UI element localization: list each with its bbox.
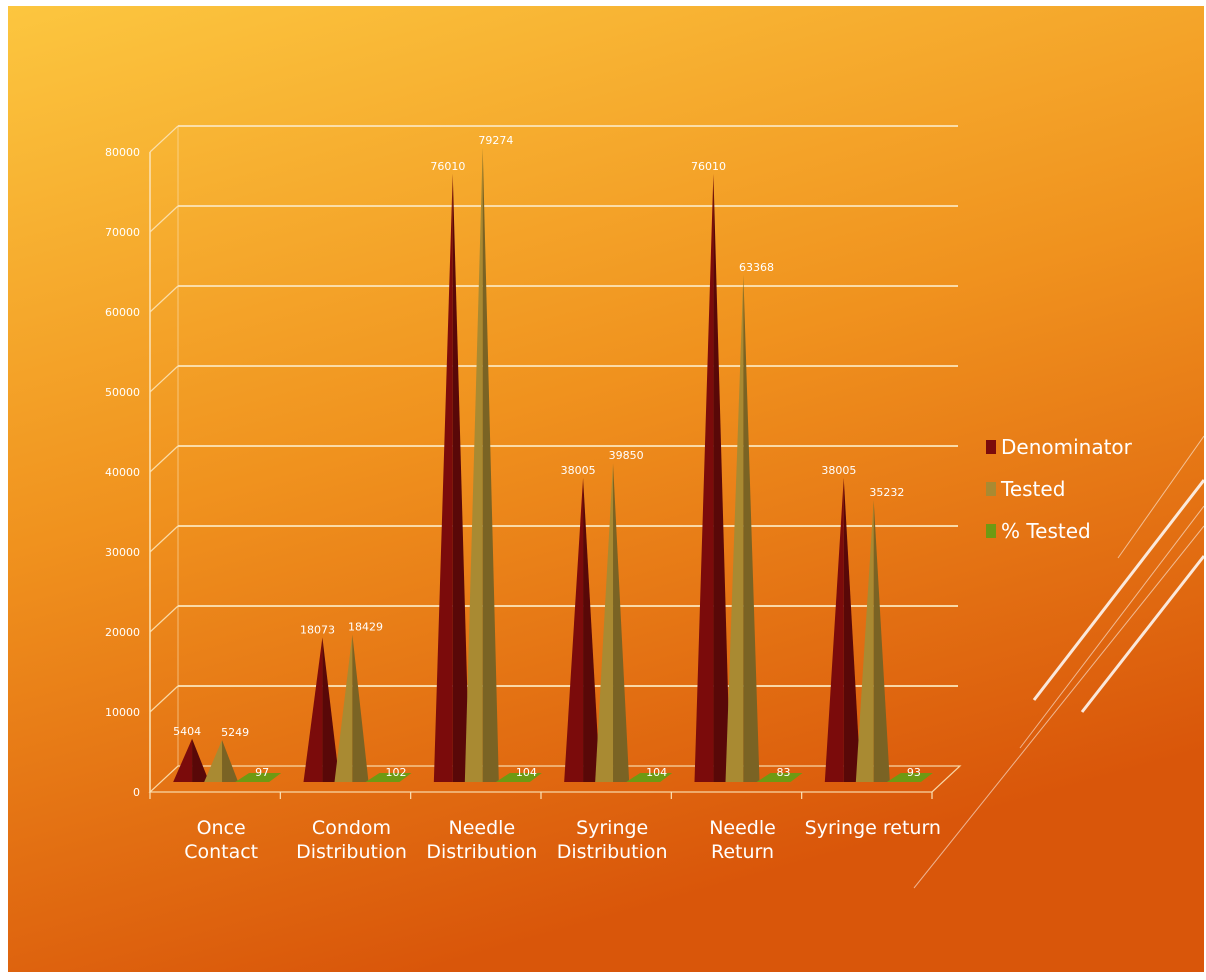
gridline-depth [149, 525, 179, 553]
category-label: Needle Distribution [426, 817, 537, 863]
decor-line [913, 525, 1204, 889]
decor-line [1019, 505, 1204, 749]
cone-bar-shade [482, 147, 499, 783]
cone-bar-tested [855, 500, 874, 782]
cone-bar-shade [452, 173, 470, 783]
cone-bar-shade [873, 500, 890, 782]
cone-bar-denominator [303, 637, 323, 782]
cone-bar-denominator [694, 173, 714, 783]
category-label: Condom Distribution [296, 817, 407, 863]
y-tick-label: 0 [133, 786, 140, 799]
cone-bar-denominator [173, 738, 193, 782]
cone-bar-shade [192, 738, 210, 782]
y-tick-label: 50000 [105, 386, 140, 399]
cone-bar-shade [613, 463, 630, 782]
cone-bar-tested [204, 740, 223, 782]
y-tick-label: 60000 [105, 306, 140, 319]
cone-bar-shade [743, 275, 760, 782]
cone-bar-shade [222, 740, 239, 782]
legend-swatch [986, 482, 996, 496]
y-tick-label: 10000 [105, 706, 140, 719]
data-label: 39850 [609, 449, 644, 462]
slide-background [8, 6, 1204, 972]
data-label: 76010 [430, 160, 465, 173]
cone-bar-shade [713, 173, 731, 783]
y-tick-label: 40000 [105, 466, 140, 479]
cone-bar-tested [464, 147, 483, 783]
gridline-depth [149, 205, 179, 233]
cone-bar-shade [843, 477, 861, 782]
data-label: 79274 [478, 134, 513, 147]
data-label: 104 [516, 766, 537, 779]
cone-bar-pct-tested [235, 773, 282, 782]
gridline-depth [149, 285, 179, 313]
gridline-depth [149, 365, 179, 393]
chart-canvas: 0 10000 20000 30000 40000 50000 60000 70000 8000… [8, 6, 1204, 972]
data-label: 18073 [300, 623, 335, 636]
data-label: 97 [255, 766, 269, 779]
data-label: 93 [907, 766, 921, 779]
y-tick-label: 80000 [105, 146, 140, 159]
legend-label: Tested [1000, 477, 1065, 501]
category-label: Needle Return [709, 817, 776, 863]
axes: 0 10000 20000 30000 40000 50000 60000 70000 8000… [105, 146, 941, 863]
plot-area: 5404 18073 76010 38005 76010 38005 5249 18429 79… [173, 134, 933, 783]
y-tick-label: 20000 [105, 626, 140, 639]
legend-swatch [986, 440, 996, 454]
cone-bar-pct-tested [626, 773, 673, 782]
legend: Denominator Tested % Tested [986, 435, 1133, 543]
cone-bar-denominator [433, 173, 453, 783]
gridlines [148, 125, 962, 793]
data-label: 38005 [561, 464, 596, 477]
category-label: Once Contact [184, 817, 258, 863]
data-label: 102 [386, 766, 407, 779]
gridline-depth [149, 685, 179, 713]
cone-bar-shade [352, 634, 369, 782]
y-tick-label: 70000 [105, 226, 140, 239]
cone-bar-pct-tested [886, 773, 933, 782]
legend-label: % Tested [1001, 519, 1091, 543]
decor-line [1080, 555, 1204, 713]
decorative-lines [913, 435, 1204, 889]
legend-swatch [986, 524, 996, 538]
slide: 0 10000 20000 30000 40000 50000 60000 70000 8000… [8, 6, 1204, 972]
gridline-depth [149, 125, 179, 153]
cone-bar-shade [583, 477, 601, 782]
data-label: 35232 [869, 486, 904, 499]
data-label: 38005 [821, 464, 856, 477]
category-label: Syringe Distribution [557, 817, 668, 863]
cone-bar-pct-tested [756, 773, 803, 782]
data-label: 104 [646, 766, 667, 779]
decor-line [1117, 435, 1204, 559]
data-label: 18429 [348, 621, 383, 634]
cone-bar-denominator [824, 477, 844, 782]
cone-bar-tested [334, 634, 353, 782]
cone-bar-shade [322, 637, 340, 782]
cone-bar-pct-tested [495, 773, 542, 782]
cone-bar-tested [725, 275, 744, 782]
cone-bar-denominator [564, 477, 584, 782]
data-label: 5249 [221, 726, 249, 739]
category-label: Syringe return [805, 817, 941, 839]
cone-bar-tested [595, 463, 614, 782]
cone-bar-pct-tested [365, 773, 412, 782]
y-tick-label: 30000 [105, 546, 140, 559]
data-label: 63368 [739, 261, 774, 274]
data-label: 83 [777, 766, 791, 779]
decor-line [1032, 479, 1204, 701]
gridline-depth [149, 605, 179, 633]
data-label: 5404 [173, 725, 201, 738]
legend-label: Denominator [1001, 435, 1133, 459]
gridline-depth [149, 445, 179, 473]
data-label: 76010 [691, 160, 726, 173]
